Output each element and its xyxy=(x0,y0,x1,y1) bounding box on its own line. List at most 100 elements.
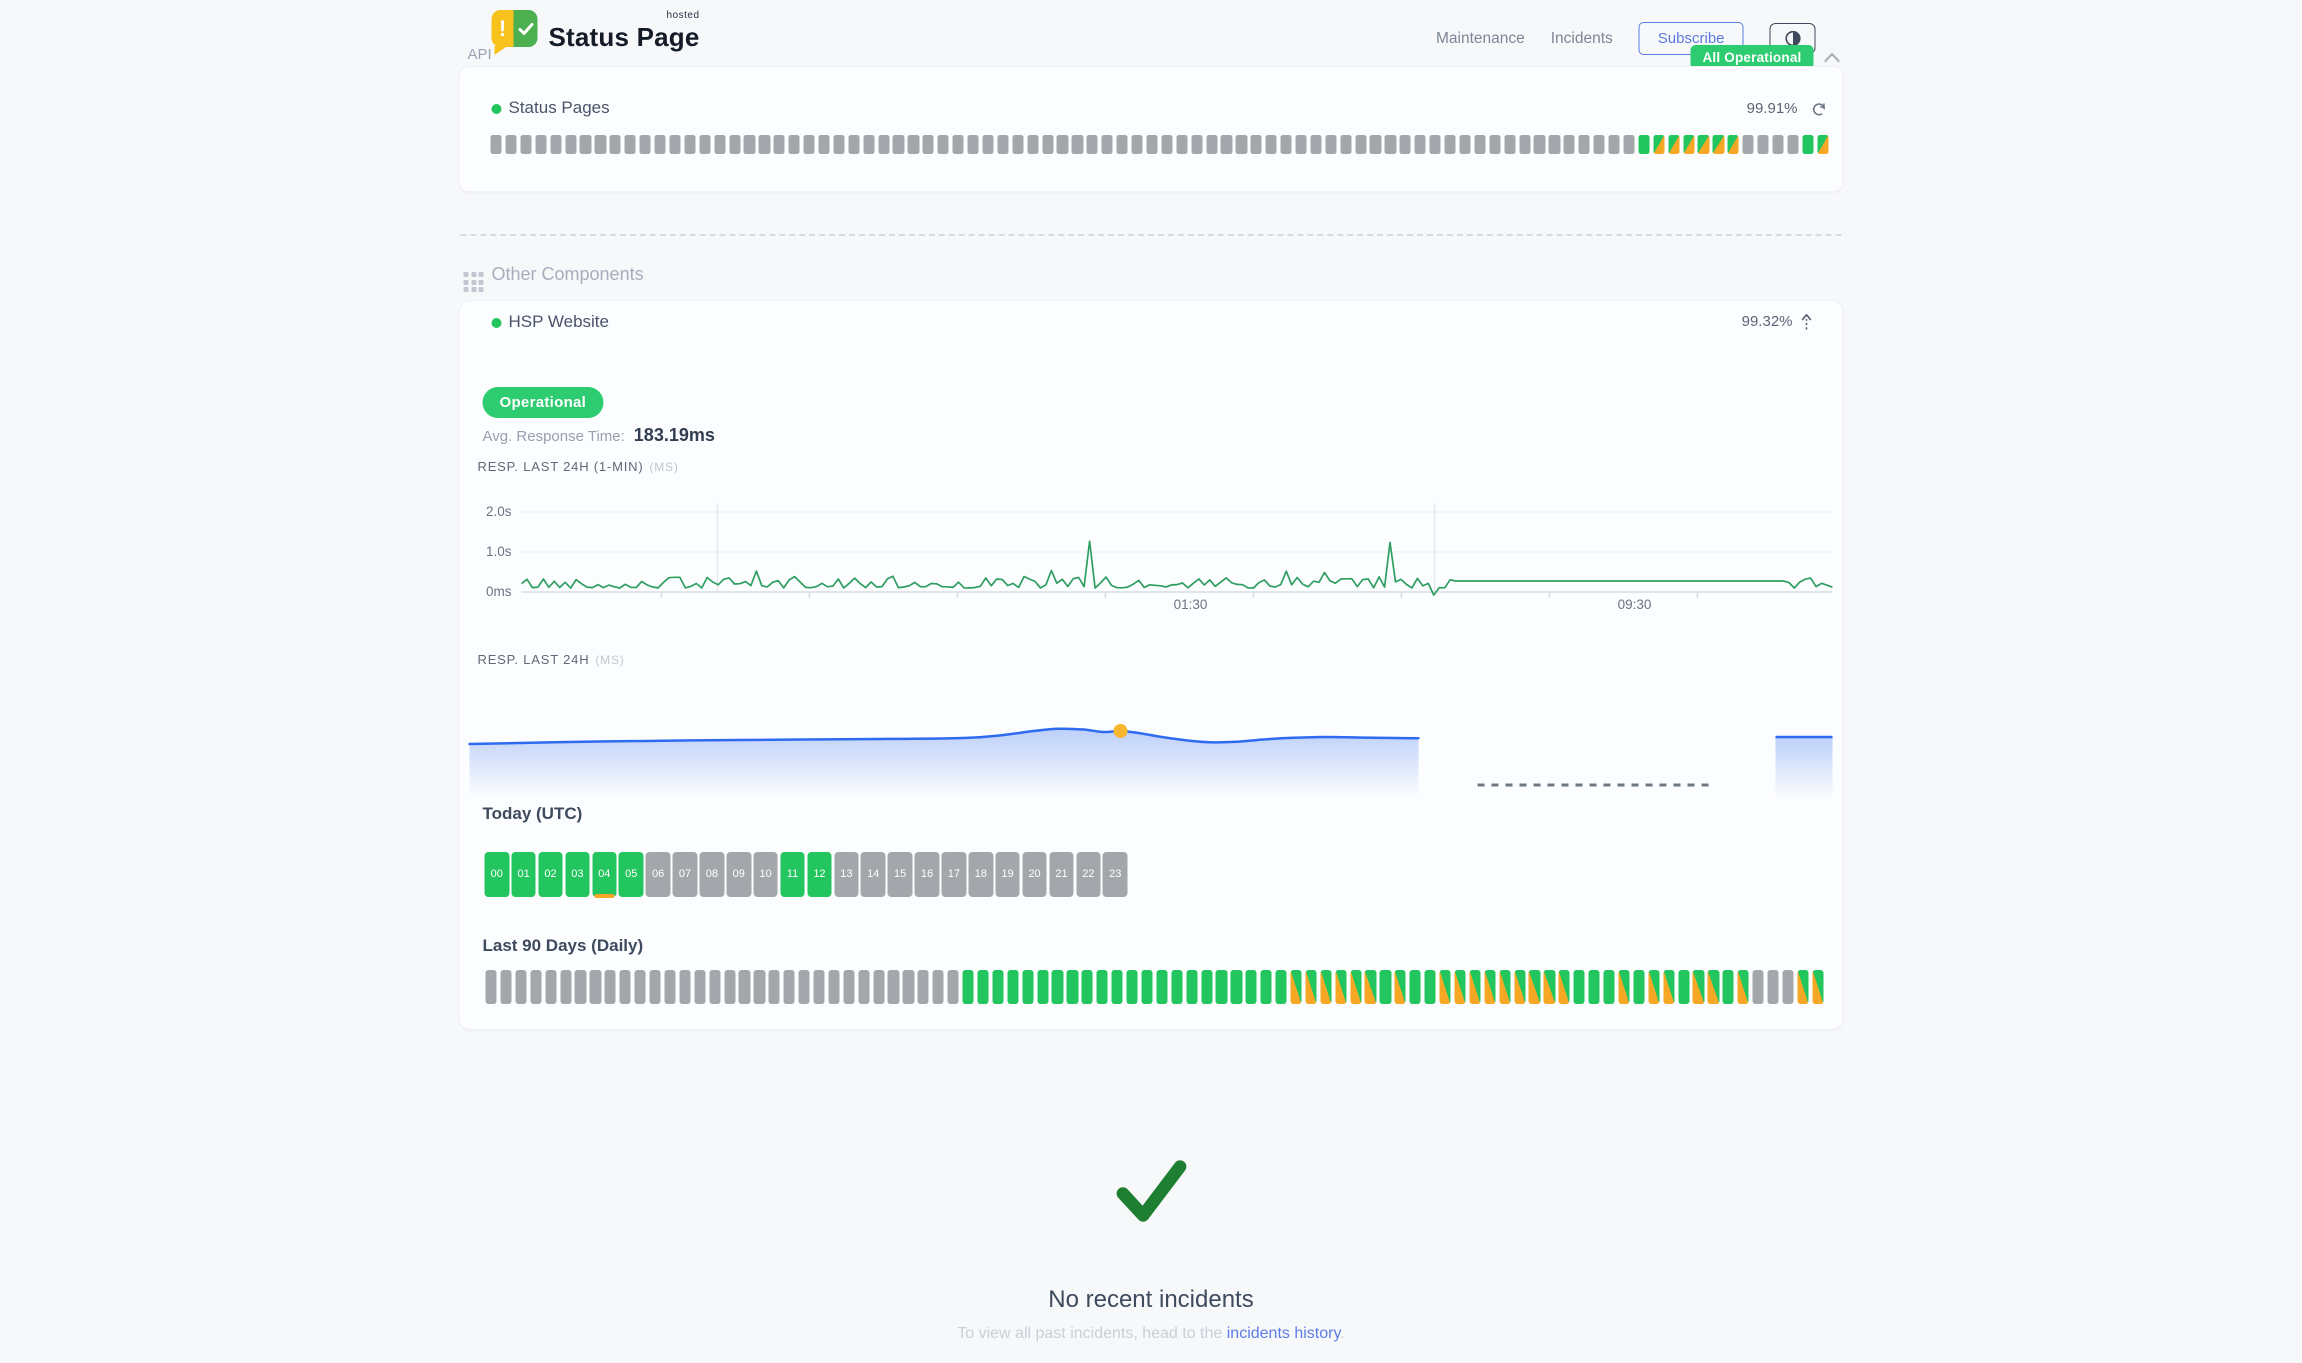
day-bar[interactable] xyxy=(1051,970,1064,1004)
day-bar[interactable] xyxy=(1618,970,1630,1004)
day-bar[interactable] xyxy=(902,970,915,1004)
uptime-bar[interactable] xyxy=(1742,135,1754,154)
uptime-bar[interactable] xyxy=(848,135,860,154)
uptime-bar[interactable] xyxy=(1489,135,1501,154)
uptime-bar[interactable] xyxy=(594,135,607,154)
day-bar[interactable] xyxy=(1603,970,1615,1004)
uptime-bar[interactable] xyxy=(1712,135,1724,154)
uptime-bar[interactable] xyxy=(1697,135,1710,154)
collapse-chevron-icon[interactable] xyxy=(1824,52,1841,63)
day-bar[interactable] xyxy=(1648,970,1660,1004)
day-bar[interactable] xyxy=(783,970,795,1004)
day-bar[interactable] xyxy=(932,970,944,1004)
hour-block[interactable]: 08 xyxy=(699,852,725,897)
day-bar[interactable] xyxy=(1409,970,1421,1004)
day-bar[interactable] xyxy=(1484,970,1496,1004)
uptime-bar[interactable] xyxy=(982,135,994,154)
day-bar[interactable] xyxy=(634,970,646,1004)
hour-block[interactable]: 12 xyxy=(807,852,832,897)
uptime-bar[interactable] xyxy=(535,135,547,154)
uptime-bar[interactable] xyxy=(729,135,741,154)
day-bar[interactable] xyxy=(858,970,870,1004)
day-bar[interactable] xyxy=(1678,970,1690,1004)
day-bar[interactable] xyxy=(1499,970,1511,1004)
uptime-bar[interactable] xyxy=(1727,135,1739,154)
uptime-bar[interactable] xyxy=(1265,135,1277,154)
day-bar[interactable] xyxy=(887,970,900,1004)
uptime-bar[interactable] xyxy=(907,135,920,154)
uptime-bar[interactable] xyxy=(579,135,592,154)
uptime-bar[interactable] xyxy=(1056,135,1069,154)
hour-block[interactable]: 01 xyxy=(511,852,536,897)
day-bar[interactable] xyxy=(813,970,825,1004)
uptime-bar[interactable] xyxy=(1772,135,1784,154)
day-bar[interactable] xyxy=(1633,970,1645,1004)
uptime-bar[interactable] xyxy=(1355,135,1367,154)
hour-block[interactable]: 06 xyxy=(645,852,671,897)
uptime-bar[interactable] xyxy=(1012,135,1024,154)
uptime-bar[interactable] xyxy=(1101,135,1113,154)
day-bar[interactable] xyxy=(515,970,527,1004)
day-bar[interactable] xyxy=(530,970,542,1004)
uptime-bar[interactable] xyxy=(1071,135,1084,154)
uptime-bar[interactable] xyxy=(818,135,830,154)
uptime-bar[interactable] xyxy=(1161,135,1173,154)
uptime-bar[interactable] xyxy=(1668,135,1680,154)
uptime-bar[interactable] xyxy=(1295,135,1307,154)
day-bar[interactable] xyxy=(1514,970,1526,1004)
uptime-bar[interactable] xyxy=(878,135,890,154)
uptime-bar[interactable] xyxy=(1384,135,1397,154)
day-bar[interactable] xyxy=(1230,970,1242,1004)
uptime-bar[interactable] xyxy=(1474,135,1486,154)
uptime-bar[interactable] xyxy=(639,135,651,154)
uptime-bar[interactable] xyxy=(1444,135,1456,154)
uptime-bar[interactable] xyxy=(565,135,577,154)
day-bar[interactable] xyxy=(500,970,512,1004)
day-bar[interactable] xyxy=(1201,970,1213,1004)
day-bar[interactable] xyxy=(1096,970,1108,1004)
day-bar[interactable] xyxy=(828,970,840,1004)
day-bar[interactable] xyxy=(1439,970,1451,1004)
day-bar[interactable] xyxy=(1156,970,1168,1004)
uptime-bar[interactable] xyxy=(1191,135,1203,154)
day-bar[interactable] xyxy=(1752,970,1764,1004)
uptime-bar[interactable] xyxy=(997,135,1009,154)
hour-block[interactable]: 18 xyxy=(968,852,994,897)
uptime-bar[interactable] xyxy=(505,135,517,154)
uptime-bar[interactable] xyxy=(654,135,666,154)
uptime-bar[interactable] xyxy=(550,135,562,154)
day-bar[interactable] xyxy=(1394,970,1406,1004)
uptime-bar[interactable] xyxy=(669,135,681,154)
uptime-bar[interactable] xyxy=(1131,135,1143,154)
uptime-bar[interactable] xyxy=(967,135,979,154)
day-bar[interactable] xyxy=(560,970,572,1004)
uptime-bar[interactable] xyxy=(1817,135,1829,154)
day-bar[interactable] xyxy=(798,970,810,1004)
day-bar[interactable] xyxy=(1707,970,1719,1004)
day-bar[interactable] xyxy=(604,970,616,1004)
day-bar[interactable] xyxy=(1767,970,1779,1004)
uptime-bar[interactable] xyxy=(1325,135,1337,154)
hour-block[interactable]: 17 xyxy=(941,852,967,897)
uptime-bar[interactable] xyxy=(863,135,875,154)
response-chart-1min[interactable] xyxy=(521,500,1833,602)
uptime-bar[interactable] xyxy=(520,135,532,154)
day-bar[interactable] xyxy=(724,970,736,1004)
day-bar[interactable] xyxy=(1722,970,1734,1004)
day-bar[interactable] xyxy=(1737,970,1749,1004)
uptime-bar[interactable] xyxy=(1220,135,1233,154)
uptime-bar[interactable] xyxy=(1623,135,1635,154)
day-bar[interactable] xyxy=(1573,970,1585,1004)
nav-incidents[interactable]: Incidents xyxy=(1550,29,1613,47)
day-bar[interactable] xyxy=(1260,970,1272,1004)
uptime-bar[interactable] xyxy=(1653,135,1665,154)
uptime-bar[interactable] xyxy=(1787,135,1799,154)
hour-block[interactable]: 09 xyxy=(726,852,752,897)
day-bar[interactable] xyxy=(1364,970,1377,1004)
day-bar[interactable] xyxy=(1305,970,1317,1004)
uptime-bar[interactable] xyxy=(1683,135,1695,154)
chart-marker-dot[interactable] xyxy=(1113,724,1128,738)
uptime-bar[interactable] xyxy=(1116,135,1128,154)
day-bar[interactable] xyxy=(1007,970,1019,1004)
uptime-bar[interactable] xyxy=(1027,135,1039,154)
